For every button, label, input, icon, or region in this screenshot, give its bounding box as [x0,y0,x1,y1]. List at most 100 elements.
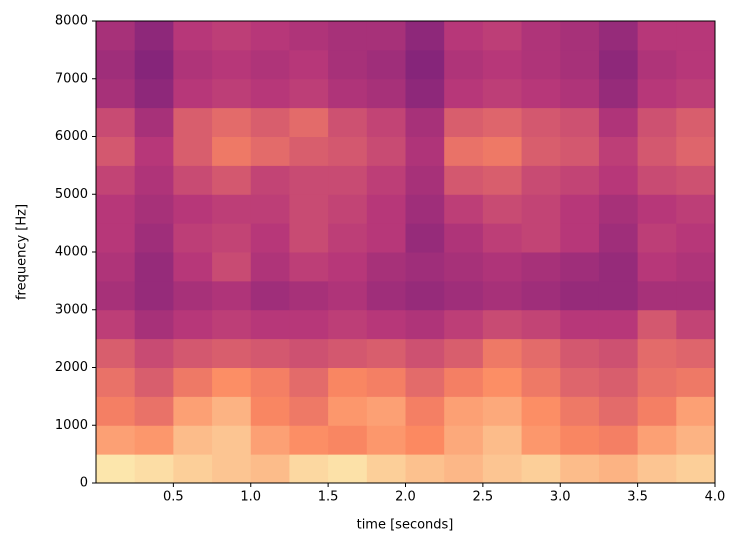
heatmap-cell [637,338,677,368]
heatmap-cell [521,367,561,397]
heatmap-cell [173,136,213,166]
heatmap-cell [405,194,445,224]
heatmap-cell [289,107,329,137]
heatmap-cell [444,78,484,109]
heatmap-cell [444,396,484,426]
heatmap-cell [676,309,716,340]
y-tick-label: 7000 [55,71,88,86]
heatmap-cell [96,136,136,166]
heatmap-cell [289,367,329,397]
heatmap-cell [482,425,523,455]
heatmap-cell [328,338,368,368]
heatmap-cell [212,107,252,137]
heatmap-cell [637,136,677,166]
heatmap-cell [637,21,677,51]
y-axis-label: frequency [Hz] [15,204,30,300]
heatmap-cell [250,252,290,282]
heatmap-cell [598,396,639,426]
heatmap-cell [521,136,561,166]
heatmap-cell [560,454,600,484]
heatmap-cell [637,194,677,224]
heatmap-cell [637,454,677,484]
heatmap-cell [444,21,484,51]
heatmap-cell [444,280,484,311]
heatmap-cell [482,21,523,51]
y-tick-label: 6000 [55,129,88,144]
heatmap-cell [405,136,445,166]
heatmap-cell [250,309,290,340]
heatmap-cell [521,49,561,80]
heatmap-cell [250,338,290,368]
heatmap-cell [366,338,406,368]
heatmap-cell [328,49,368,80]
x-tick-label: 3.5 [627,490,648,505]
heatmap-cell [250,454,290,484]
heatmap-cell [328,107,368,137]
heatmap-cell [521,396,561,426]
heatmap-cell [676,165,716,195]
heatmap-cell [173,425,213,455]
heatmap-cell [96,425,136,455]
heatmap-cell [521,107,561,137]
heatmap-cell [328,165,368,195]
heatmap-cell [482,367,523,397]
heatmap-cell [366,136,406,166]
heatmap-cell [96,223,136,253]
heatmap-cell [250,396,290,426]
heatmap-cell [676,338,716,368]
heatmap-cell [598,136,639,166]
heatmap-cell [134,252,174,282]
heatmap-cell [134,454,174,484]
heatmap-cell [405,425,445,455]
heatmap-cell [212,252,252,282]
heatmap-cell [96,309,136,340]
heatmap-cell [328,309,368,340]
heatmap-cell [598,21,639,51]
heatmap-cell [560,367,600,397]
heatmap-cell [173,165,213,195]
heatmap-cell [637,165,677,195]
heatmap-cell [212,396,252,426]
heatmap-cell [637,49,677,80]
heatmap-cell [405,165,445,195]
heatmap-cell [521,194,561,224]
heatmap-cell [212,367,252,397]
heatmap-cell [250,78,290,109]
heatmap-cell [134,367,174,397]
heatmap-cell [637,367,677,397]
heatmap-cell [521,454,561,484]
heatmap-cell [134,49,174,80]
heatmap-cell [482,107,523,137]
heatmap-cell [521,223,561,253]
heatmap-cell [637,425,677,455]
heatmap-cell [444,194,484,224]
y-tick-label: 0 [80,476,88,491]
heatmap-cell [289,136,329,166]
heatmap-cell [521,78,561,109]
heatmap-cell [173,49,213,80]
heatmap-cell [676,136,716,166]
heatmap-cell [173,194,213,224]
heatmap-cell [444,338,484,368]
heatmap-cell [328,21,368,51]
y-tick-label: 3000 [55,302,88,317]
heatmap-cell [482,454,523,484]
heatmap-cell [173,454,213,484]
heatmap-cell [560,49,600,80]
heatmap-cell [250,165,290,195]
heatmap-cell [328,280,368,311]
heatmap-cell [173,367,213,397]
heatmap-cell [521,165,561,195]
heatmap-cell [637,223,677,253]
heatmap-cell [212,49,252,80]
heatmap-cell [405,78,445,109]
heatmap-cell [366,396,406,426]
heatmap-cell [482,338,523,368]
heatmap-cell [521,21,561,51]
heatmap-cell [328,454,368,484]
heatmap-cell [212,194,252,224]
heatmap-cell [405,454,445,484]
heatmap-cell [405,107,445,137]
x-axis-label: time [seconds] [357,518,454,533]
heatmap-image [96,21,716,484]
